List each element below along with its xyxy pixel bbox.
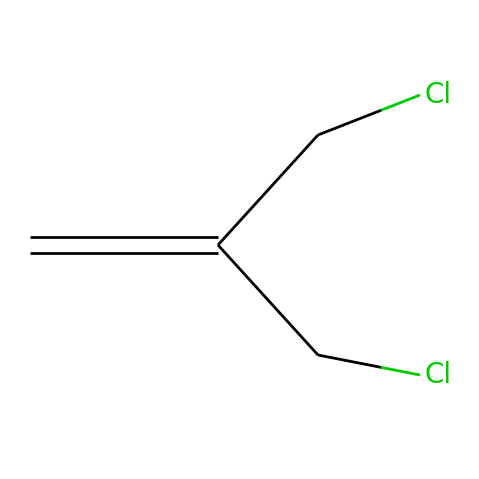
Text: Cl: Cl — [425, 361, 452, 389]
Text: Cl: Cl — [425, 81, 452, 109]
